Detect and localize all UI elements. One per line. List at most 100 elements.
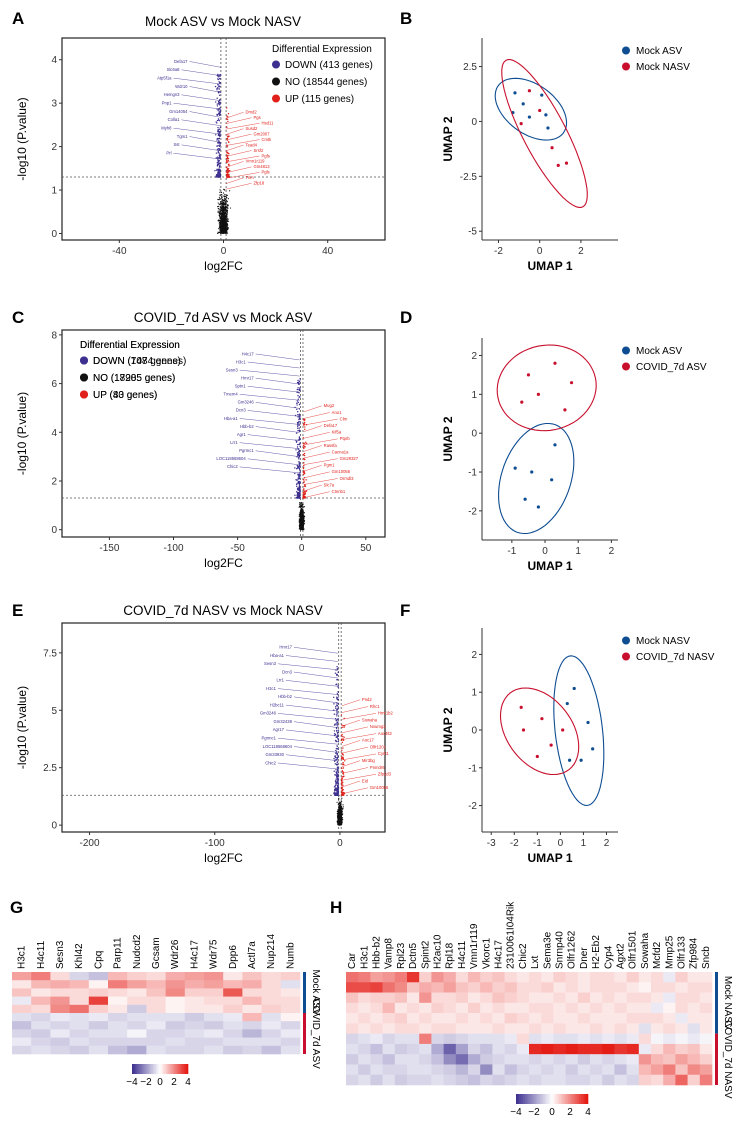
heatmap-cell — [50, 1037, 70, 1047]
gene-point — [218, 208, 220, 210]
gene-point — [227, 206, 229, 208]
heatmap-cell — [504, 1033, 518, 1045]
gene-point — [298, 450, 300, 453]
color-scale-step — [532, 1094, 535, 1104]
gene-leader-line — [181, 69, 222, 76]
gene-label: Gm2007 — [254, 131, 271, 136]
heatmap-cell — [492, 972, 505, 983]
gene-point — [336, 761, 338, 764]
heatmap-cell — [687, 992, 701, 1004]
gene-label: Pgm1 — [324, 463, 336, 468]
gene-point — [217, 126, 219, 129]
gene-point — [305, 479, 307, 481]
column-label: Snrnp40 — [555, 931, 566, 969]
gene-point — [337, 748, 340, 750]
color-scale-step — [543, 1094, 546, 1104]
x-axis-label: log2FC — [204, 851, 243, 865]
gene-label: Lrr1 — [276, 678, 284, 683]
column-label: Khl42 — [74, 943, 85, 969]
gene-point — [218, 228, 220, 230]
down-points — [333, 665, 340, 796]
gene-label: Pnmdr6 — [370, 765, 385, 770]
gene-leader-line — [341, 787, 368, 794]
gene-leader-line — [247, 361, 300, 369]
heatmap-cell — [108, 1037, 128, 1047]
legend-swatch — [80, 390, 88, 399]
gene-leader-line — [303, 432, 330, 439]
gene-leader-line — [255, 377, 300, 385]
heatmap-cell — [242, 988, 262, 997]
heatmap-cell — [675, 972, 688, 983]
heatmap-cell — [614, 1064, 627, 1076]
confidence-ellipse — [496, 344, 597, 432]
gene-point — [298, 413, 301, 415]
column-label: Wdr75 — [209, 939, 220, 969]
gene-point — [334, 755, 336, 757]
gene-point — [218, 148, 221, 150]
heatmap-cell — [346, 1033, 359, 1045]
sample-point — [556, 163, 560, 167]
heatmap-cell — [516, 992, 530, 1004]
legend-label: UP (115 genes) — [285, 94, 354, 105]
gene-point — [295, 468, 298, 470]
heatmap-cell — [504, 1002, 518, 1014]
color-scale-tick: 0 — [549, 1107, 555, 1118]
heatmap-cell — [699, 982, 713, 993]
gene-point — [220, 224, 222, 226]
gene-label: Defa17 — [324, 423, 338, 428]
column-label: Wdr26 — [170, 939, 181, 969]
gene-point — [336, 820, 338, 822]
x-tick-label: -40 — [112, 246, 127, 257]
heatmap-cell — [504, 972, 518, 983]
gene-point — [218, 169, 221, 172]
gene-point — [298, 493, 301, 496]
heatmap-cell — [12, 972, 32, 981]
heatmap-cell — [663, 1033, 676, 1045]
gene-label: Cacna1a — [332, 449, 349, 454]
heatmap-cell — [504, 1064, 518, 1076]
gene-point — [219, 173, 221, 175]
gene-point — [300, 517, 302, 520]
gene-point — [336, 678, 339, 681]
heatmap-cell — [382, 1064, 396, 1076]
gene-point — [339, 824, 341, 826]
gene-label: Mir3bg — [362, 758, 375, 763]
gene-point — [219, 194, 221, 196]
gene-leader-line — [341, 706, 368, 713]
gene-point — [228, 174, 230, 176]
heatmap-cell — [280, 980, 301, 989]
gene-leader-line — [225, 183, 252, 190]
gene-point — [300, 515, 303, 517]
heatmap-cell — [358, 1002, 371, 1014]
color-scale-step — [523, 1094, 526, 1104]
gene-leader-line — [303, 425, 322, 432]
heatmap-cell — [146, 1045, 166, 1055]
gene-label: Gm4813 — [254, 164, 271, 169]
gene-point — [336, 764, 339, 766]
gene-point — [216, 103, 218, 105]
gene-point — [296, 493, 299, 496]
heatmap-cell — [69, 1021, 90, 1030]
gene-leader-line — [247, 434, 300, 441]
heatmap-cell — [394, 1043, 408, 1055]
gene-point — [226, 160, 228, 162]
gene-point — [219, 156, 221, 158]
heatmap-cell — [577, 1023, 591, 1034]
heatmap-cell — [108, 972, 128, 981]
gene-point — [335, 713, 338, 715]
gene-label: Olfr1201 — [370, 744, 387, 749]
gene-point — [221, 200, 223, 202]
group-label: COVID_7d NASV — [722, 1020, 733, 1099]
heatmap-cell — [382, 1043, 396, 1055]
gene-point — [226, 194, 229, 196]
heatmap-cell — [370, 1054, 383, 1065]
heatmap-cell — [553, 1002, 566, 1014]
gene-point — [227, 158, 230, 160]
gene-point — [296, 485, 298, 488]
gene-point — [216, 114, 218, 116]
color-scale-step — [564, 1094, 567, 1104]
gene-leader-line — [225, 166, 252, 174]
column-label: Sowaha — [640, 932, 651, 969]
gene-point — [299, 503, 301, 506]
column-label: H2-Eb2 — [591, 935, 602, 969]
